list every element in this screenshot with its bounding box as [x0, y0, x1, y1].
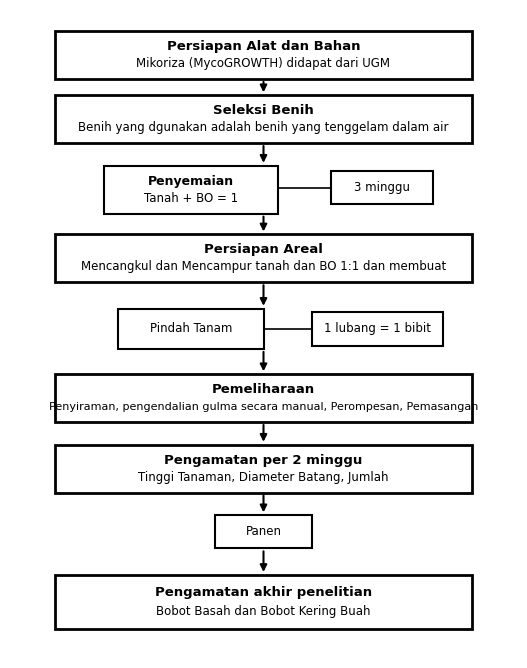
Text: 1 lubang = 1 bibit: 1 lubang = 1 bibit: [324, 323, 431, 335]
Text: Penyemaian: Penyemaian: [148, 174, 234, 188]
FancyBboxPatch shape: [55, 95, 472, 143]
FancyBboxPatch shape: [103, 166, 278, 214]
Text: Tinggi Tanaman, Diameter Batang, Jumlah: Tinggi Tanaman, Diameter Batang, Jumlah: [138, 471, 389, 484]
Text: Mikoriza (MycoGROWTH) didapat dari UGM: Mikoriza (MycoGROWTH) didapat dari UGM: [136, 57, 391, 70]
FancyBboxPatch shape: [55, 31, 472, 79]
FancyBboxPatch shape: [55, 234, 472, 283]
Text: Benih yang dgunakan adalah benih yang tenggelam dalam air: Benih yang dgunakan adalah benih yang te…: [78, 122, 449, 134]
FancyBboxPatch shape: [331, 171, 433, 204]
Text: Pemeliharaan: Pemeliharaan: [212, 383, 315, 396]
FancyBboxPatch shape: [55, 445, 472, 493]
Text: 3 minggu: 3 minggu: [354, 181, 411, 194]
FancyBboxPatch shape: [215, 515, 312, 548]
FancyBboxPatch shape: [118, 309, 264, 349]
Text: Pengamatan per 2 minggu: Pengamatan per 2 minggu: [164, 454, 363, 466]
Text: Tanah + BO = 1: Tanah + BO = 1: [144, 192, 238, 205]
Text: Pengamatan akhir penelitian: Pengamatan akhir penelitian: [155, 586, 372, 599]
Text: Persiapan Areal: Persiapan Areal: [204, 243, 323, 256]
Text: Pindah Tanam: Pindah Tanam: [150, 323, 232, 335]
Text: Persiapan Alat dan Bahan: Persiapan Alat dan Bahan: [167, 40, 360, 53]
Text: Penyiraman, pengendalian gulma secara manual, Perompesan, Pemasangan: Penyiraman, pengendalian gulma secara ma…: [49, 401, 478, 411]
FancyBboxPatch shape: [312, 312, 443, 345]
Text: Mencangkul dan Mencampur tanah dan BO 1:1 dan membuat: Mencangkul dan Mencampur tanah dan BO 1:…: [81, 261, 446, 273]
Text: Bobot Basah dan Bobot Kering Buah: Bobot Basah dan Bobot Kering Buah: [156, 605, 371, 619]
Text: Panen: Panen: [246, 525, 281, 538]
Text: Seleksi Benih: Seleksi Benih: [213, 104, 314, 117]
FancyBboxPatch shape: [55, 374, 472, 422]
FancyBboxPatch shape: [55, 574, 472, 629]
